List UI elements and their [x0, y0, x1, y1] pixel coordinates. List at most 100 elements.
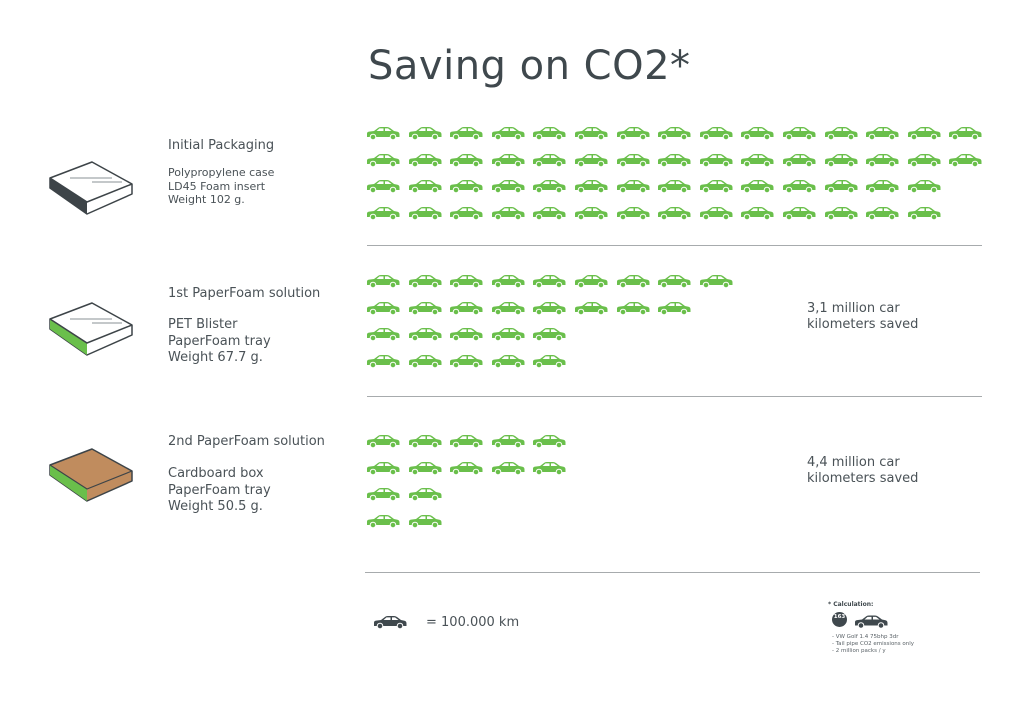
note-line: - Tail pipe CO2 emissions only [832, 641, 915, 647]
car-icon [407, 300, 443, 315]
car-icon [615, 300, 651, 315]
km-saved-label: 4,4 million car kilometers saved [807, 455, 918, 487]
desc-line: Cardboard box [168, 466, 264, 481]
car-icon [781, 125, 817, 141]
divider [365, 572, 980, 573]
car-icon [698, 273, 734, 289]
car-icon [407, 152, 443, 167]
saved-line: kilometers saved [807, 471, 919, 486]
car-icon [573, 152, 609, 167]
car-icon [573, 300, 609, 315]
car-icon [407, 353, 443, 369]
car-icon [656, 273, 692, 289]
desc-line: LD45 Foam insert [168, 179, 266, 193]
car-icon [448, 460, 484, 475]
car-icon [490, 433, 526, 449]
page-title: Saving on CO2* [368, 43, 691, 89]
car-icon [490, 152, 526, 167]
section-description: Cardboard box PaperFoam tray Weight 50.5… [168, 466, 271, 516]
car-icon [448, 273, 484, 289]
car-icon [365, 205, 401, 221]
car-icon [365, 300, 401, 315]
box-green-side-icon [49, 302, 133, 356]
car-icon [531, 152, 567, 167]
car-icon [531, 460, 567, 475]
legend-label: = 100.000 km [426, 615, 520, 630]
section-heading: 2nd PaperFoam solution [168, 434, 325, 449]
desc-line: Weight 67.7 g. [168, 350, 263, 365]
car-icon [448, 125, 484, 141]
car-icon [573, 178, 609, 194]
car-icon [365, 353, 401, 369]
car-icon [365, 273, 401, 289]
car-icon [906, 152, 942, 167]
car-icon [407, 273, 443, 289]
desc-line: PaperFoam tray [168, 482, 271, 498]
car-icon [365, 486, 401, 502]
car-icon [407, 205, 443, 221]
car-icon [573, 125, 609, 141]
car-icon [906, 178, 942, 194]
car-icon [698, 125, 734, 141]
car-icon [864, 125, 900, 141]
car-icon [906, 125, 942, 141]
badge-value: 163 [833, 614, 846, 620]
car-icon [947, 152, 983, 167]
car-icon [448, 326, 484, 342]
car-icon [698, 205, 734, 221]
car-icon [448, 152, 484, 167]
section-heading: 1st PaperFoam solution [168, 286, 321, 301]
calculation-note: * Calculation: 163 - VW Golf 1.4 75bhp 3… [828, 601, 958, 654]
car-icon [823, 178, 859, 194]
car-icon [407, 513, 443, 529]
car-icon [490, 353, 526, 369]
car-icon [531, 125, 567, 141]
car-icon [781, 152, 817, 167]
car-icon [656, 300, 692, 315]
car-icon [407, 433, 443, 449]
car-icon [531, 273, 567, 289]
car-icon [615, 125, 651, 141]
car-icon [448, 353, 484, 369]
car-icon [448, 433, 484, 449]
car-icon [531, 205, 567, 221]
section-description: PET Blister PaperFoam tray Weight 67.7 g… [168, 317, 271, 367]
desc-line: Polypropylene case [168, 166, 275, 179]
car-icon [365, 460, 401, 475]
car-icon [448, 205, 484, 221]
car-icon [490, 326, 526, 342]
car-icon [407, 125, 443, 141]
emission-badge: 163 [832, 612, 847, 627]
car-icon [864, 152, 900, 167]
car-icon [365, 178, 401, 194]
car-icon [739, 125, 775, 141]
box-dark-side-icon [49, 161, 133, 215]
car-icon [906, 205, 942, 221]
car-icon [656, 178, 692, 194]
car-icon [781, 178, 817, 194]
car-icon [855, 615, 888, 629]
saved-line: kilometers saved [807, 317, 919, 332]
divider [367, 396, 982, 397]
car-icon [947, 125, 983, 141]
car-icon [864, 205, 900, 221]
car-icon [531, 353, 567, 369]
car-icon [490, 205, 526, 221]
car-icon [407, 486, 443, 502]
desc-line: Weight 102 g. [168, 193, 245, 206]
saved-line: 4,4 million car [807, 455, 900, 470]
desc-line: PET Blister [168, 317, 238, 332]
car-icon [374, 616, 407, 630]
section-heading: Initial Packaging [168, 138, 275, 153]
car-icon [573, 205, 609, 221]
calculation-notes: - VW Golf 1.4 75bhp 3dr - Tail pipe CO2 … [832, 634, 914, 655]
car-icon [448, 300, 484, 315]
car-icon [365, 513, 401, 529]
car-icon [365, 433, 401, 449]
car-icon [531, 178, 567, 194]
car-icon [490, 273, 526, 289]
car-icon [490, 300, 526, 315]
car-icon [531, 300, 567, 315]
car-icon [656, 205, 692, 221]
car-icon [698, 178, 734, 194]
